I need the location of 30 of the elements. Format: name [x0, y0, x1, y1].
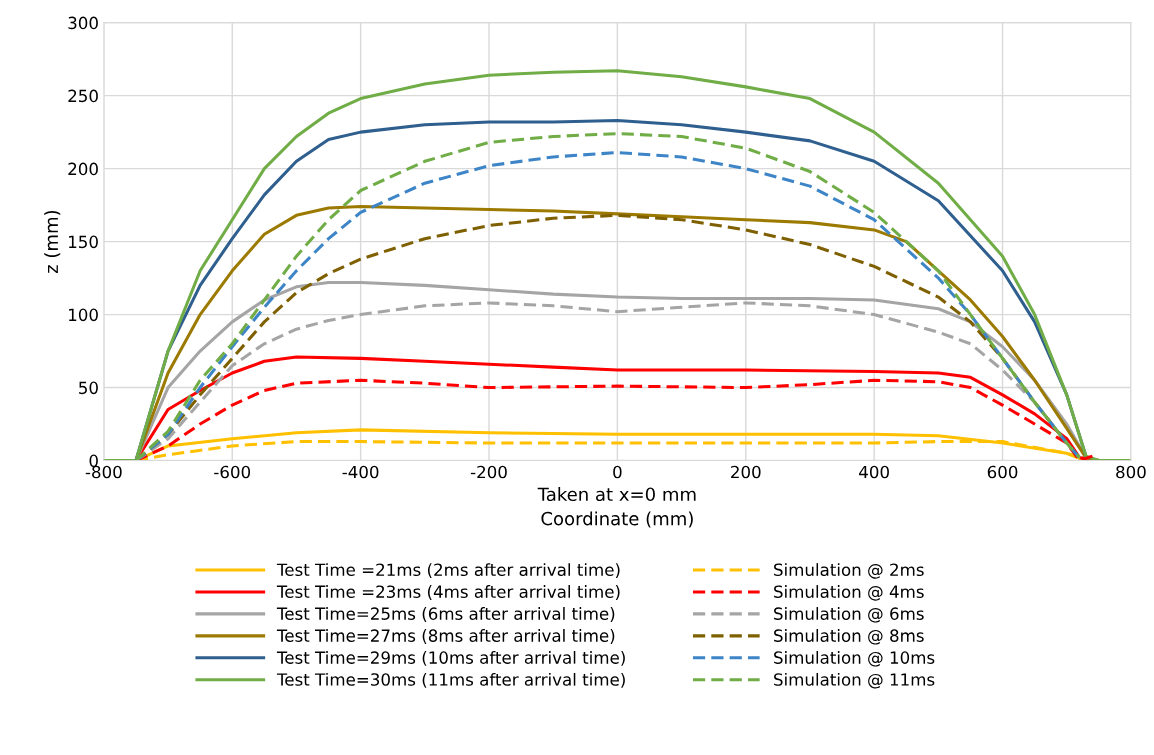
- legend-label: Test Time=29ms (10ms after arrival time): [276, 650, 625, 666]
- y-tick-label: 100: [69, 308, 98, 322]
- y-axis-title: z (mm): [44, 210, 61, 274]
- y-tick-label: 0: [89, 454, 98, 468]
- y-tick-label: 250: [68, 89, 98, 103]
- y-tick-label: 200: [68, 162, 98, 176]
- x-tick-label: 800: [1116, 465, 1146, 479]
- legend-label: Simulation @ 10ms: [774, 650, 935, 667]
- legend-label: Simulation @ 11ms: [774, 672, 935, 689]
- x-tick-label: 0: [613, 465, 622, 479]
- legend-label: Test Time=30ms (11ms after arrival time): [276, 672, 625, 688]
- y-tick-label: 300: [68, 16, 98, 30]
- x-tick-label: 400: [859, 465, 889, 479]
- legend-label: Simulation @ 8ms: [774, 629, 924, 645]
- legend-label: Test Time=25ms (6ms after arrival time): [276, 607, 615, 622]
- legend-label: Test Time=27ms (8ms after arrival time): [276, 629, 615, 644]
- legend-label: Test Time =23ms (4ms after arrival time): [276, 585, 620, 600]
- legend-label: Test Time =21ms (2ms after arrival time): [276, 563, 620, 578]
- legend-label: Simulation @ 4ms: [774, 585, 924, 601]
- legend-label: Simulation @ 2ms: [774, 563, 924, 579]
- x-tick-label: 200: [731, 465, 761, 479]
- x-tick-label: -600: [214, 465, 251, 479]
- x-tick-label: 600: [987, 465, 1018, 479]
- x-tick-label: -800: [85, 465, 122, 479]
- x-axis-title: Taken at x=0 mm Coordinate (mm): [537, 487, 696, 528]
- y-tick-label: 50: [79, 381, 98, 395]
- legend-label: Simulation @ 6ms: [774, 607, 924, 623]
- x-tick-label: -400: [342, 465, 379, 479]
- x-tick-label: -200: [470, 465, 507, 479]
- y-tick-label: 150: [69, 235, 98, 249]
